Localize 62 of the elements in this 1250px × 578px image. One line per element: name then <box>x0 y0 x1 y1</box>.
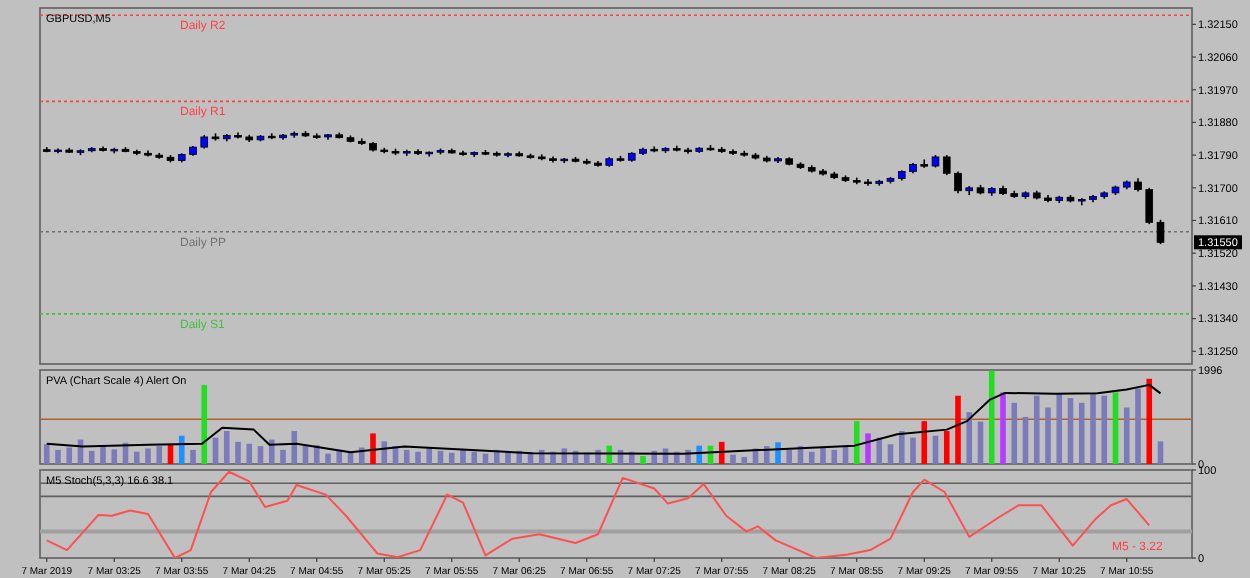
bar <box>370 433 376 464</box>
bar <box>1135 388 1141 464</box>
bar <box>966 412 973 464</box>
bar <box>910 437 916 464</box>
bar <box>505 451 511 464</box>
bar <box>246 443 253 464</box>
line-series <box>45 383 1162 455</box>
bar <box>1045 407 1051 464</box>
bar <box>1078 402 1085 464</box>
bar <box>55 449 61 464</box>
bar <box>190 449 196 464</box>
bar <box>426 447 433 464</box>
bar <box>302 446 309 464</box>
bar <box>235 441 241 464</box>
bar <box>887 444 894 464</box>
bar <box>775 442 781 464</box>
bar <box>876 437 883 464</box>
bar <box>730 454 736 464</box>
bar <box>460 449 466 464</box>
bar <box>1157 441 1164 464</box>
bar <box>201 384 208 464</box>
bar <box>268 439 275 464</box>
bar <box>1056 393 1063 464</box>
bar <box>865 433 871 464</box>
bar <box>1090 393 1096 464</box>
bar <box>1033 395 1040 464</box>
bar <box>66 447 73 464</box>
bar <box>853 421 860 464</box>
bar <box>820 447 826 464</box>
bar <box>640 455 646 464</box>
bar <box>448 452 455 464</box>
bar <box>1146 378 1153 464</box>
bar <box>403 449 410 464</box>
bar <box>1000 392 1006 464</box>
bar <box>808 451 815 464</box>
bar <box>943 431 950 464</box>
bar <box>280 449 286 464</box>
bar <box>786 449 793 464</box>
bar <box>988 370 995 464</box>
bar <box>1112 392 1119 464</box>
bar <box>381 441 388 464</box>
bar <box>921 421 928 464</box>
bar <box>471 451 478 464</box>
bar <box>1011 402 1018 464</box>
bar <box>583 452 590 464</box>
bar <box>145 448 151 464</box>
bar <box>257 446 264 464</box>
bar <box>291 431 298 464</box>
bar <box>88 450 95 464</box>
bar <box>415 451 421 464</box>
bar <box>898 431 905 464</box>
bar <box>325 453 331 464</box>
bar <box>1101 395 1108 464</box>
bar <box>955 395 961 464</box>
bar <box>43 444 50 464</box>
bar <box>741 456 748 464</box>
bar <box>831 449 838 464</box>
bar <box>223 431 230 464</box>
bar <box>156 446 163 464</box>
bar <box>1123 407 1130 464</box>
bar <box>111 449 118 464</box>
bar <box>133 451 140 464</box>
